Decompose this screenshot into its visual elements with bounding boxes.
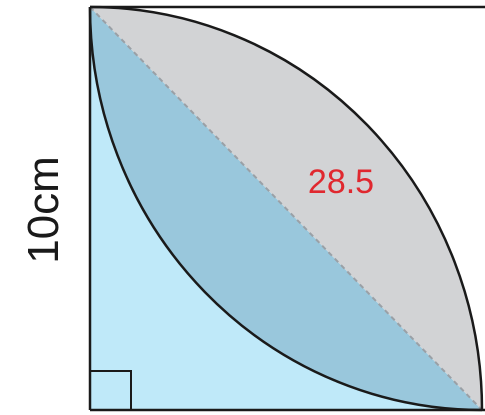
inner-arc (88, 6, 483, 412)
dashed-diagonal (89, 6, 483, 411)
area-value-label: 28.5 (308, 163, 374, 201)
outer-arc (89, 5, 484, 411)
right-angle-marker (90, 370, 132, 410)
side-length-label: 10cm (19, 156, 68, 264)
light-blue-region (90, 7, 482, 410)
